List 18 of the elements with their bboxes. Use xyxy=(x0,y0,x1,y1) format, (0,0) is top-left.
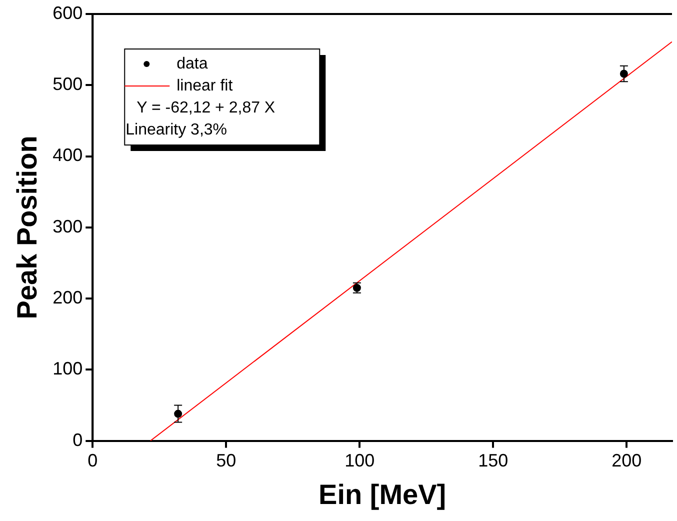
y-tick-label: 600 xyxy=(52,2,83,23)
y-tick-label: 200 xyxy=(52,288,83,308)
y-axis-title: Peak Position xyxy=(12,136,43,320)
x-tick-label: 100 xyxy=(344,450,375,471)
x-axis-title: Ein [MeV] xyxy=(318,478,446,510)
y-tick-label: 100 xyxy=(52,358,83,379)
annotation: Y = -62,12 + 2,87 X xyxy=(136,99,276,116)
x-tick-label: 0 xyxy=(88,450,98,471)
y-tick-label: 300 xyxy=(52,216,83,236)
x-tick-label: 150 xyxy=(478,450,508,471)
y-tick-label: 400 xyxy=(52,145,83,166)
legend-label: linear fit xyxy=(176,77,234,94)
x-tick-label: 50 xyxy=(216,450,236,471)
legend-label: data xyxy=(176,55,208,72)
y-tick-label: 500 xyxy=(52,74,83,94)
annotation: Linearity 3,3% xyxy=(126,121,228,138)
x-tick-label: 200 xyxy=(612,450,642,471)
y-tick-label: 0 xyxy=(72,430,83,450)
